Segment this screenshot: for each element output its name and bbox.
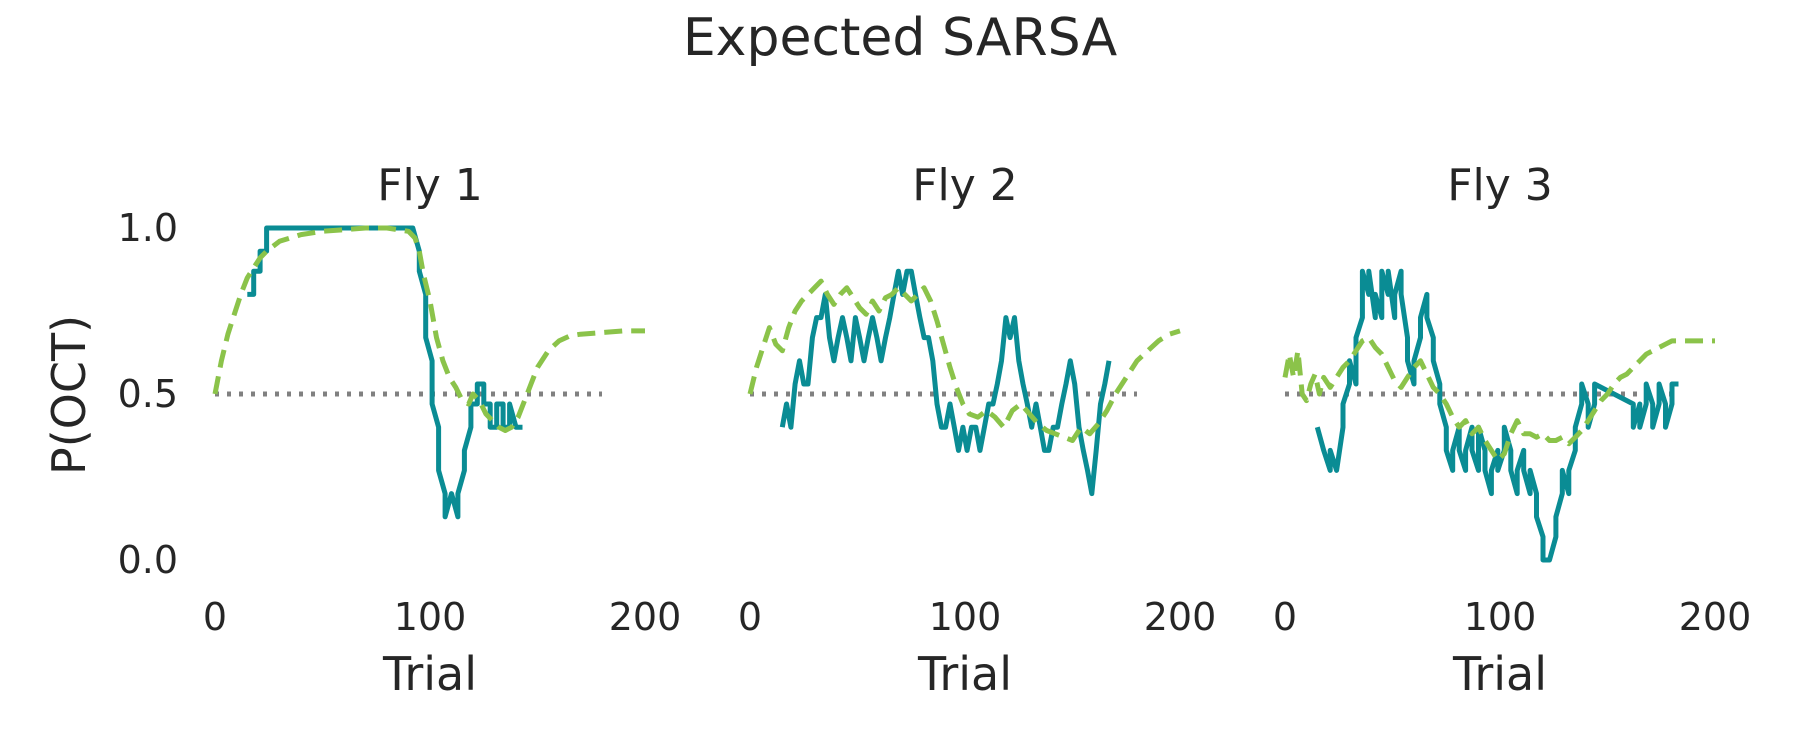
y-tick-label: 0.5 xyxy=(118,372,178,416)
x-tick-label: 200 xyxy=(609,595,682,639)
subplot-title: Fly 1 xyxy=(377,160,483,211)
subplot-1: Fly 1 0 100 200 Trial 0.0 0.5 1.0 xyxy=(118,160,682,701)
subplot-2: Fly 2 0 100 200 Trial xyxy=(738,160,1216,701)
x-tick-label: 100 xyxy=(929,595,1002,639)
subplot-3: Fly 3 0 100 200 Trial xyxy=(1273,160,1751,701)
series-model-line xyxy=(1282,335,1715,463)
x-tick-label: 100 xyxy=(394,595,467,639)
x-tick-label: 200 xyxy=(1144,595,1217,639)
subplots: Fly 1 0 100 200 Trial 0.0 0.5 1.0 Fly 2 0 100 200 Tr… xyxy=(118,160,1752,701)
x-tick-label: 0 xyxy=(203,595,227,639)
x-tick-label: 200 xyxy=(1679,595,1752,639)
series-data-line xyxy=(779,268,1112,497)
x-axis-label: Trial xyxy=(1452,647,1547,701)
subplot-title: Fly 3 xyxy=(1447,160,1553,211)
figure-title: Expected SARSA xyxy=(683,8,1118,68)
y-tick-label: 1.0 xyxy=(118,206,178,250)
y-tick-label: 0.0 xyxy=(118,538,178,582)
series-model-line xyxy=(212,225,645,433)
x-axis-label: Trial xyxy=(382,647,477,701)
x-tick-label: 100 xyxy=(1464,595,1537,639)
subplot-title: Fly 2 xyxy=(912,160,1018,211)
y-axis-label: P(OCT) xyxy=(42,315,96,475)
series-data-line xyxy=(1314,268,1679,563)
x-tick-label: 0 xyxy=(738,595,762,639)
series-model-line xyxy=(747,278,1181,443)
x-axis-label: Trial xyxy=(917,647,1012,701)
series-data-line xyxy=(247,225,523,520)
x-tick-label: 0 xyxy=(1273,595,1297,639)
